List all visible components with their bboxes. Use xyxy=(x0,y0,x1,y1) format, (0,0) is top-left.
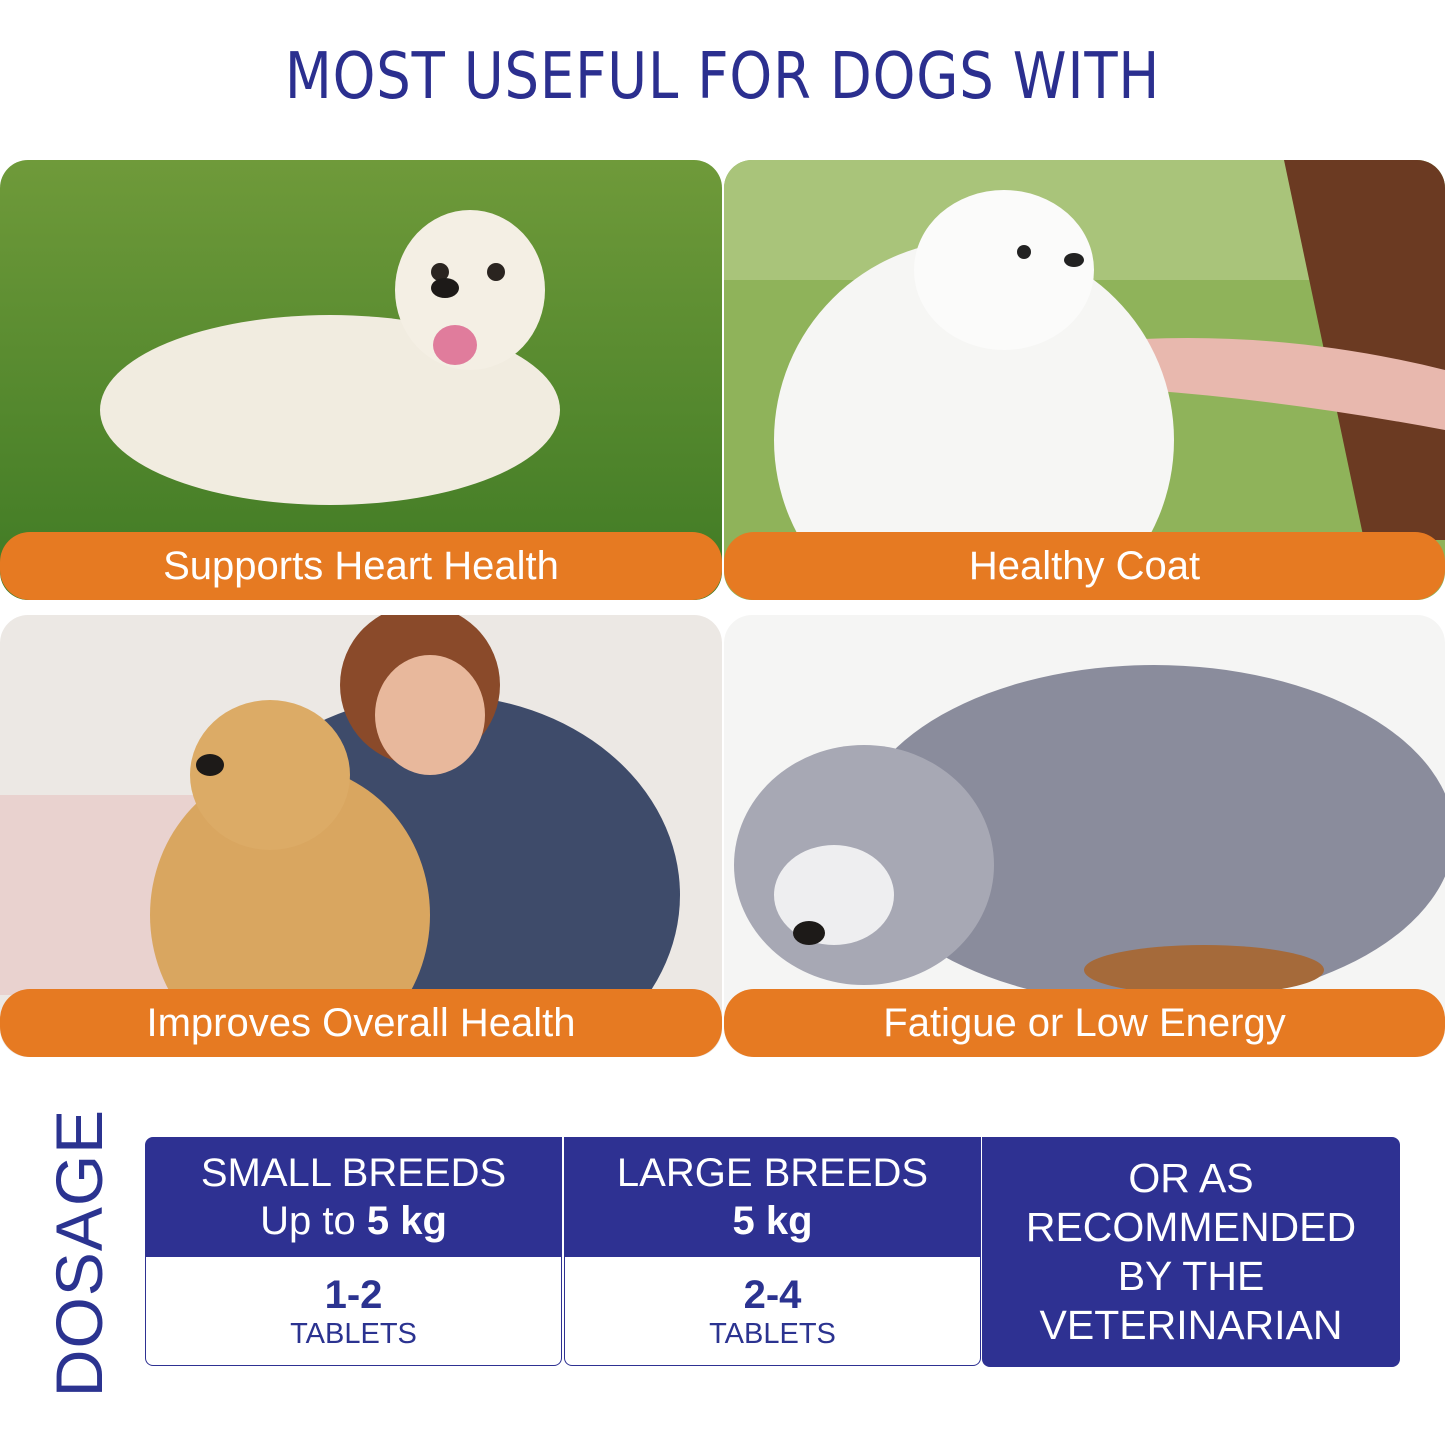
benefit-label: Healthy Coat xyxy=(724,532,1445,600)
benefit-label: Supports Heart Health xyxy=(0,532,722,600)
benefit-card: Healthy Coat xyxy=(724,160,1445,600)
unit: TABLETS xyxy=(290,1318,417,1350)
dosage-cell: 2-4 TABLETS xyxy=(564,1257,981,1366)
dosage-heading: LARGE BREEDS 5 kg xyxy=(564,1137,981,1257)
benefit-card: Improves Overall Health xyxy=(0,615,722,1057)
weight: 5 kg xyxy=(732,1199,813,1243)
dosage-heading: SMALL BREEDS Up to 5 kg xyxy=(145,1137,562,1257)
benefit-label: Fatigue or Low Energy xyxy=(724,989,1445,1057)
photo xyxy=(724,160,1445,600)
photo xyxy=(724,615,1445,1057)
photo xyxy=(0,160,722,600)
amount: 1-2 xyxy=(324,1273,383,1317)
benefit-card: Fatigue or Low Energy xyxy=(724,615,1445,1057)
dosage-note: OR AS RECOMMENDED BY THE VETERINARIAN xyxy=(1025,1155,1357,1348)
benefit-card: Supports Heart Health xyxy=(0,160,722,600)
dosage-title-box: DOSAGE xyxy=(42,1109,116,1397)
unit: TABLETS xyxy=(709,1318,836,1350)
breed: LARGE BREEDS xyxy=(616,1151,929,1195)
amount: 2-4 xyxy=(743,1273,802,1317)
dosage-cell: 1-2 TABLETS xyxy=(145,1257,562,1366)
dosage-note-box: OR AS RECOMMENDED BY THE VETERINARIAN xyxy=(982,1137,1400,1367)
benefit-label: Improves Overall Health xyxy=(0,989,722,1057)
breed: SMALL BREEDS xyxy=(200,1151,507,1195)
weight-prefix: Up to xyxy=(260,1199,356,1243)
title: MOST USEFUL FOR DOGS WITH xyxy=(284,40,1161,114)
dosage-title: DOSAGE xyxy=(42,1108,116,1398)
weight: 5 kg xyxy=(366,1199,447,1243)
photo xyxy=(0,615,722,1057)
